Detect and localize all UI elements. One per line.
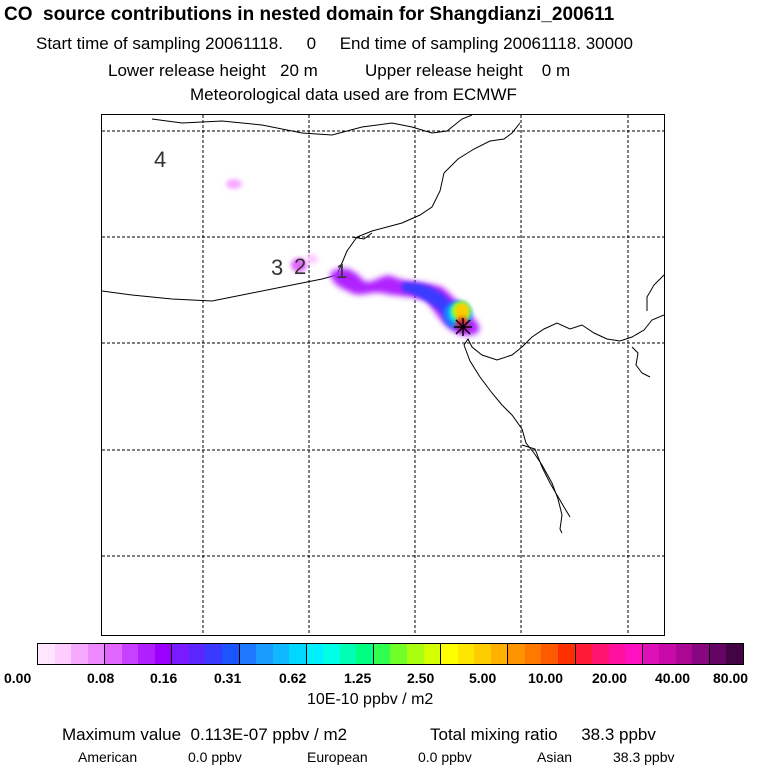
colorbar-segment-41 <box>726 644 743 664</box>
colorbar-segment-18 <box>339 644 357 664</box>
tick-label-8: 10.00 <box>528 670 564 686</box>
color-scale-bar <box>37 643 744 665</box>
coastlines <box>102 115 664 534</box>
max-value-line: Maximum value 0.113E-07 ppbv / m2 <box>62 725 347 745</box>
receptor-star-icon <box>454 318 472 336</box>
colorbar-segment-14 <box>272 644 290 664</box>
colorbar-segment-7 <box>154 644 173 664</box>
total-mixing-line: Total mixing ratio 38.3 ppbv <box>430 725 656 745</box>
start-time-label: Start time of sampling 20061118. <box>36 34 283 53</box>
colorbar-segment-28 <box>508 644 525 664</box>
colorbar-segment-21 <box>390 644 408 664</box>
region-label-1: 1 <box>336 261 348 283</box>
colorbar-segment-39 <box>692 644 710 664</box>
colorbar-segment-24 <box>441 644 458 664</box>
colorbar-segment-12 <box>239 644 257 664</box>
max-value-label: Maximum value <box>62 725 182 744</box>
colorbar-segment-9 <box>188 644 206 664</box>
total-mixing-value: 38.3 ppbv <box>581 725 656 744</box>
colorbar-segment-4 <box>105 644 122 664</box>
max-value: 0.113E-07 ppbv / m2 <box>190 725 348 744</box>
tick-label-11: 80.00 <box>713 670 749 686</box>
tick-label-7: 5.00 <box>469 670 497 686</box>
region-label-3: 3 <box>271 255 284 280</box>
lower-release-label: Lower release height <box>108 61 266 80</box>
upper-release-label: Upper release height <box>365 61 523 80</box>
sampling-time-line: Start time of sampling 20061118. 0 End t… <box>36 34 633 54</box>
colorbar-segment-35 <box>625 644 643 664</box>
plume-patch-west <box>291 258 307 272</box>
colorbar-segment-22 <box>407 644 424 664</box>
asian-label: Asian <box>537 749 573 765</box>
end-time-label: End time of sampling 20061118. 30000 <box>339 34 633 53</box>
colorbar-segment-3 <box>87 644 106 664</box>
total-mixing-label: Total mixing ratio <box>430 725 558 744</box>
european-value: 0.0 ppbv <box>418 749 472 765</box>
lower-release-value: 20 m <box>280 61 318 80</box>
map-panel: 4 3 2 1 <box>101 114 665 636</box>
plume-body <box>330 268 480 336</box>
colorbar-segment-19 <box>356 644 374 664</box>
colorbar-segment-36 <box>642 644 660 664</box>
colorbar-segment-26 <box>474 644 491 664</box>
tick-label-2: 0.16 <box>150 670 178 686</box>
colorbar-segment-25 <box>457 644 475 664</box>
plot-title: CO source contributions in nested domain… <box>4 4 615 25</box>
tick-label-10: 40.00 <box>655 670 691 686</box>
colorbar-segment-37 <box>659 644 676 664</box>
colorbar-segment-0 <box>38 644 55 664</box>
colorbar-segment-33 <box>592 644 609 664</box>
lat-lon-grid <box>102 115 664 635</box>
colorbar-segment-8 <box>172 644 189 664</box>
colorbar-segment-16 <box>306 644 324 664</box>
colorbar-segment-6 <box>138 644 155 664</box>
start-time-value: 0 <box>306 34 317 53</box>
tick-label-6: 2.50 <box>407 670 435 686</box>
asian-value: 38.3 ppbv <box>613 749 675 765</box>
concentration-plume <box>226 179 480 336</box>
american-value: 0.0 ppbv <box>188 749 242 765</box>
plume-patch-north <box>226 179 242 189</box>
map-canvas <box>102 115 664 635</box>
met-data-line: Meteorological data used are from ECMWF <box>190 85 517 104</box>
colorbar-units: 10E-10 ppbv / m2 <box>307 691 434 708</box>
colorbar-segment-32 <box>575 644 593 664</box>
colorbar-segment-20 <box>373 644 391 664</box>
colorbar-segment-17 <box>323 644 340 664</box>
colorbar-segment-15 <box>289 644 307 664</box>
colorbar-segment-5 <box>121 644 139 664</box>
region-label-4: 4 <box>154 147 167 172</box>
tick-label-4: 0.62 <box>279 670 307 686</box>
release-height-line: Lower release height 20 m Upper release … <box>108 61 570 81</box>
colorbar-segment-38 <box>675 644 693 664</box>
tick-label-3: 0.31 <box>214 670 242 686</box>
tick-label-9: 20.00 <box>592 670 628 686</box>
european-label: European <box>307 749 368 765</box>
colorbar-segment-23 <box>423 644 442 664</box>
colorbar-segment-29 <box>524 644 542 664</box>
colorbar-segment-40 <box>709 644 727 664</box>
tick-label-1: 0.08 <box>87 670 115 686</box>
american-label: American <box>78 749 138 765</box>
plume-patch-west-2 <box>306 254 318 264</box>
colorbar-segment-31 <box>557 644 576 664</box>
tick-label-5: 1.25 <box>344 670 372 686</box>
colorbar-segment-2 <box>71 644 88 664</box>
region-label-2: 2 <box>294 254 307 279</box>
plume-core-yellow <box>455 303 469 319</box>
colorbar-segment-11 <box>222 644 240 664</box>
colorbar-segment-13 <box>256 644 273 664</box>
colorbar-segment-10 <box>205 644 223 664</box>
colorbar-segment-27 <box>490 644 509 664</box>
upper-release-value: 0 m <box>541 61 571 80</box>
colorbar-segment-1 <box>54 644 72 664</box>
tick-label-0: 0.00 <box>4 670 32 686</box>
colorbar-segment-34 <box>608 644 626 664</box>
colorbar-segment-30 <box>541 644 558 664</box>
